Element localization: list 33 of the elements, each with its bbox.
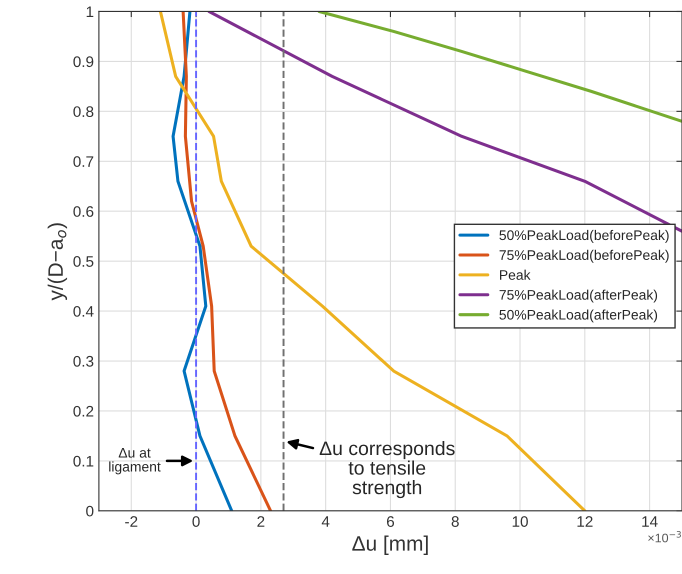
- y-tick-label: 1: [86, 6, 94, 18]
- y-tick-label: 0.1: [73, 456, 94, 467]
- legend-label: Peak: [500, 270, 531, 280]
- y-tick-label: 0.3: [73, 356, 94, 367]
- y-tick-label: 0: [86, 506, 94, 517]
- legend-label: 50%PeakLoad(beforePeak): [499, 230, 669, 243]
- legend-label: 50%PeakLoad(afterPeak): [499, 309, 658, 322]
- x-tick-label: 12: [577, 516, 593, 527]
- y-tick-label: 0.2: [73, 406, 94, 417]
- legend-label: 75%PeakLoad(beforePeak): [500, 250, 669, 263]
- annotation: Δu corresponds to tensile strength: [320, 440, 455, 498]
- y-axis-title: y/(D−a$_{o}$): [48, 223, 68, 300]
- x-tick-label: 6: [386, 516, 394, 527]
- y-tick-label: 0.5: [73, 256, 94, 267]
- x-tick-label: 8: [452, 516, 459, 527]
- x-tick-label: 0: [192, 516, 200, 527]
- x-tick-label: 10: [512, 516, 528, 527]
- line-series: [172, 11, 234, 511]
- legend-label: 75%PeakLoad(afterPeak): [500, 290, 658, 303]
- x-tick-label: -2: [125, 516, 138, 527]
- line-series: [182, 11, 272, 511]
- x-tick-label: 2: [257, 516, 264, 527]
- y-tick-label: 0.7: [73, 156, 94, 167]
- x-tick-label: 4: [322, 516, 330, 527]
- y-tick-label: 0.9: [73, 56, 94, 68]
- line-series: [318, 11, 682, 123]
- y-tick-label: 0.4: [73, 306, 94, 317]
- text: ×10$^{−3}$: [648, 531, 681, 542]
- y-tick-label: 0.6: [73, 206, 94, 217]
- annotation: Δu at ligament: [109, 448, 161, 474]
- y-tick-label: 0.8: [73, 106, 94, 118]
- x-axis-title: Δu [mm]: [352, 536, 428, 555]
- x-tick-label: 14: [642, 516, 658, 527]
